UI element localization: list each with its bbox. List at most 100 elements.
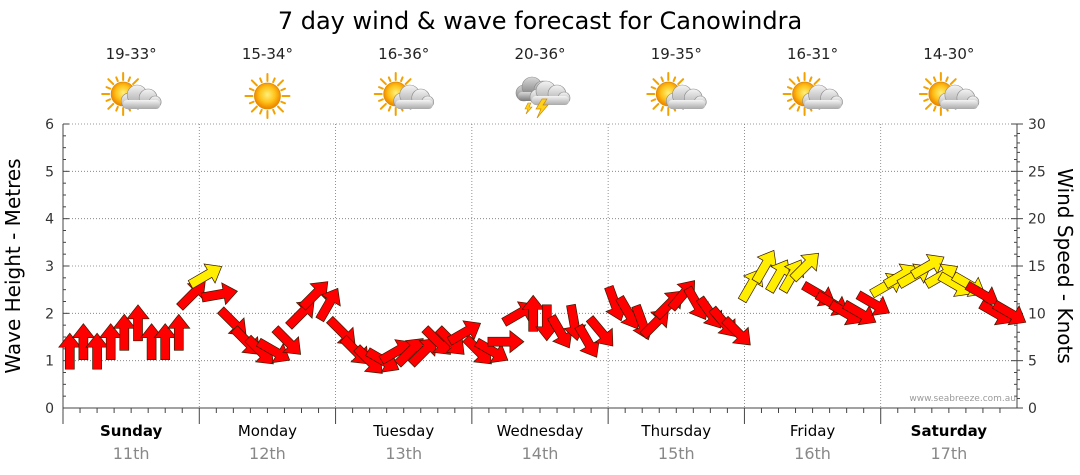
sun-ray	[105, 98, 112, 102]
right-axis-title: Wind Speed - Knots	[1053, 168, 1077, 364]
wind-arrow	[85, 332, 109, 370]
day-name-label: Sunday	[100, 422, 163, 440]
sun-ray	[272, 77, 276, 84]
right-tick-label: 10	[1028, 306, 1046, 322]
wind-arrows	[58, 249, 1027, 374]
day-name-label: Wednesday	[497, 422, 584, 440]
partly-cloudy-icon	[782, 72, 843, 116]
wind-arrow	[910, 254, 945, 280]
day-temperature: 16-31°	[787, 45, 838, 63]
partly-cloudy-icon	[373, 72, 435, 116]
sun-ray	[788, 78, 796, 86]
sun-ray	[932, 76, 937, 83]
cloud-shape	[938, 84, 980, 110]
day-temperature: 19-33°	[106, 45, 157, 63]
sun-ray	[660, 76, 664, 83]
wind-arrow	[855, 290, 890, 316]
wind-arrow	[407, 338, 438, 368]
wind-arrow	[789, 252, 819, 283]
lightning-bolt	[524, 102, 533, 115]
day-date-label: 11th	[113, 444, 150, 463]
wind-arrow	[255, 337, 291, 364]
credit-text: www.seabreeze.com.au	[909, 394, 1016, 404]
sun-ray	[107, 102, 115, 110]
wind-arrow	[167, 313, 191, 351]
sun-ray	[280, 100, 286, 105]
sun-ray	[115, 76, 119, 83]
wind-arrow	[487, 329, 525, 354]
day-temperature: 19-35°	[651, 45, 702, 63]
cloud-shape	[529, 80, 571, 106]
partly-cloudy-icon	[918, 72, 980, 116]
right-tick-label: 20	[1028, 212, 1046, 228]
wind-arrow	[315, 287, 341, 323]
partly-cloudy-icon	[646, 72, 707, 116]
sun-ray	[925, 102, 932, 110]
right-tick-label: 0	[1028, 401, 1037, 417]
left-tick-label: 5	[45, 164, 54, 180]
sun-ray	[652, 78, 660, 86]
left-tick-label: 1	[45, 354, 54, 370]
sun-ray	[650, 86, 657, 90]
day-name-label: Saturday	[911, 422, 988, 440]
sun-ray	[250, 79, 258, 87]
thunderstorm-icon	[515, 76, 571, 119]
sun-ray	[127, 76, 132, 83]
sun-ray	[107, 78, 115, 86]
sunny-icon	[244, 73, 291, 119]
sun-ray	[808, 76, 813, 83]
cloud-base	[532, 96, 569, 105]
lightning-bolt	[535, 98, 549, 119]
right-tick-label: 15	[1028, 259, 1046, 275]
sun-ray	[672, 76, 677, 83]
cloud-base	[123, 100, 161, 109]
sun-ray	[788, 102, 796, 110]
sun-ray	[379, 102, 387, 110]
wind-arrow	[139, 323, 164, 361]
sun-ray	[652, 102, 660, 110]
sun-ray	[677, 78, 685, 86]
left-tick-label: 0	[45, 401, 54, 417]
sun-ray	[379, 78, 387, 86]
cloud-base	[668, 100, 706, 109]
day-temperature: 14-30°	[923, 45, 974, 63]
day-date-label: 12th	[249, 444, 286, 463]
sun-ray	[813, 78, 821, 86]
sun-ray	[248, 87, 255, 92]
day-date-label: 13th	[385, 444, 422, 463]
right-axis-ticks: 0 5 10 15 20 25 30	[1028, 117, 1046, 417]
cloud-shape	[665, 84, 707, 110]
sun-ray	[259, 108, 263, 115]
sun-ray	[650, 98, 657, 102]
wind-arrow	[841, 299, 877, 326]
day-name-label: Friday	[790, 422, 836, 440]
sun-ray	[250, 105, 258, 113]
sun-ray	[925, 78, 932, 86]
cloud-base	[804, 100, 842, 109]
day-temperature: 20-36°	[514, 45, 565, 63]
sun-ray	[404, 78, 412, 86]
wind-arrow	[446, 320, 482, 346]
cloud-shape	[120, 84, 162, 110]
sun-ray	[786, 86, 793, 90]
sun-ray	[796, 105, 801, 112]
cloud-shape	[802, 84, 843, 110]
wind-arrow	[271, 325, 302, 355]
day-temperature: 16-36°	[378, 45, 429, 63]
day-temperature: 15-34°	[242, 45, 293, 63]
wind-arrow	[298, 281, 329, 311]
day-name-label: Thursday	[640, 422, 711, 440]
wind-arrow	[187, 263, 223, 289]
sun-ray	[105, 86, 112, 90]
sun-ray	[400, 76, 404, 83]
chart-title: 7 day wind & wave forecast for Canowindr…	[278, 7, 802, 35]
sun-ray	[132, 78, 139, 86]
sun-ray	[272, 108, 276, 115]
wind-arrow	[585, 315, 614, 347]
right-tick-label: 25	[1028, 164, 1046, 180]
sun-ray	[248, 100, 255, 105]
day-date-label: 14th	[522, 444, 559, 463]
sun-ray	[660, 105, 664, 112]
sun-disc	[254, 82, 281, 110]
